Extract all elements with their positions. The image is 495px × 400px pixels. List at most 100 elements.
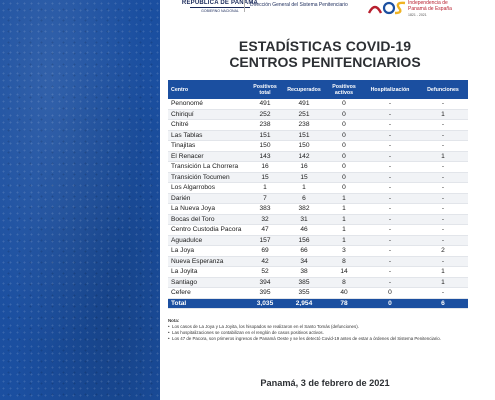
cell-positivos-total: 1 (263, 184, 267, 191)
cell-positivos-total: 157 (259, 236, 271, 244)
cell-centro: Los Algarrobos (171, 184, 215, 191)
cell-recuperados: 142 (298, 152, 310, 160)
cell-defunciones: - (441, 205, 445, 212)
department-name: Dirección General del Sistema Penitencia… (250, 2, 348, 8)
cell-positivos-total: 491 (259, 100, 271, 107)
table-total-row: Total 3,035 2,954 78 0 6 (168, 298, 468, 308)
cell-positivos-total: 151 (259, 131, 271, 139)
cell-recuperados: 385 (298, 278, 310, 286)
cell-positivos-activos: 1 (342, 194, 346, 202)
cell-hospitalizacion: - (388, 152, 392, 160)
header-positivos-total: Positivos total (248, 80, 282, 99)
table-row: Tinajitas 150 150 0 - - (168, 141, 468, 151)
cell-hospitalizacion: - (388, 226, 392, 233)
cell-defunciones: - (441, 289, 445, 296)
cell-defunciones: - (441, 184, 445, 191)
cell-positivos-activos: 0 (342, 163, 346, 170)
cell-centro: Aguadulce (171, 236, 203, 244)
cell-hospitalizacion: - (388, 142, 392, 149)
cell-centro: La Joyita (171, 268, 198, 275)
cell-defunciones: - (441, 194, 445, 202)
cell-defunciones: - (441, 100, 445, 107)
header-centro: Centro (171, 86, 189, 93)
cell-positivos-activos: 8 (342, 278, 346, 286)
note-item: Las hospitalizaciones se contabilizan en… (168, 330, 483, 336)
table-row: Centro Custodia Pacora 47 46 1 - - (168, 225, 468, 235)
government-logo: REPÚBLICA DE PANAMÁ GOBIERNO NACIONAL (170, 0, 270, 13)
cell-defunciones: - (441, 142, 445, 149)
cell-positivos-total: 52 (261, 268, 269, 275)
cell-defunciones: - (441, 173, 445, 181)
bicentennial-text: Independencia de Panamá de España 1821 -… (408, 0, 452, 18)
bicentennial-line2: Panamá de España (408, 6, 452, 12)
cell-hospitalizacion: - (388, 247, 392, 254)
cell-centro: Chitré (171, 121, 189, 128)
total-cell-positivos-total: 3,035 (248, 298, 282, 308)
cell-positivos-total: 252 (259, 110, 271, 118)
total-cell-defunciones: 6 (418, 298, 468, 308)
cell-hospitalizacion: - (388, 131, 392, 139)
cell-centro: Santiago (171, 278, 198, 286)
note-item: Los casos de La Joya y La Joyita, los hi… (168, 324, 483, 330)
cell-defunciones: 2 (441, 247, 445, 254)
cell-centro: Cefere (171, 289, 191, 296)
header-positivos-activos-line1: Positivos (332, 83, 356, 90)
cell-recuperados: 46 (300, 226, 308, 233)
cell-centro: La Joya (171, 247, 195, 254)
table-row: Penonomé 491 491 0 - - (168, 99, 468, 109)
cell-recuperados: 1 (302, 184, 306, 191)
cell-defunciones: - (441, 215, 445, 223)
cell-defunciones: - (441, 163, 445, 170)
cell-hospitalizacion: - (388, 236, 392, 244)
table-row: El Renacer 143 142 0 - 1 (168, 151, 468, 162)
cell-hospitalizacion: - (388, 205, 392, 212)
notes: Nota: Los casos de La Joya y La Joyita, … (168, 318, 483, 342)
cell-recuperados: 251 (298, 110, 310, 118)
cell-defunciones: - (441, 226, 445, 233)
report-panel: REPÚBLICA DE PANAMÁ GOBIERNO NACIONAL Di… (160, 0, 490, 400)
cell-centro: Transición La Chorrera (171, 163, 239, 170)
cell-positivos-total: 7 (263, 194, 267, 202)
cell-positivos-total: 395 (259, 289, 271, 296)
cell-positivos-total: 32 (261, 215, 269, 223)
bicentennial-years: 1821 - 2021 (408, 13, 427, 17)
header-hospitalizacion: Hospitalización (370, 86, 410, 93)
cell-recuperados: 491 (298, 100, 310, 107)
cell-centro: Centro Custodia Pacora (171, 226, 242, 233)
cell-hospitalizacion: 0 (388, 289, 392, 296)
cell-hospitalizacion: - (388, 194, 392, 202)
stats-table-wrapper: Centro Positivos total Recuperados Posit… (168, 80, 468, 309)
bicentennial-line1: Independencia de (408, 0, 448, 6)
page-subtitle: CENTROS PENITENCIARIOS (229, 54, 421, 70)
cell-positivos-activos: 14 (340, 268, 348, 275)
cell-positivos-activos: 0 (342, 100, 346, 107)
header-positivos-activos-line2: activos (334, 89, 354, 96)
cell-hospitalizacion: - (388, 278, 392, 286)
header-positivos-total-line2: total (259, 89, 271, 96)
total-cell-hospitalizacion: 0 (362, 298, 418, 308)
cell-positivos-activos: 40 (340, 289, 348, 296)
header: REPÚBLICA DE PANAMÁ GOBIERNO NACIONAL Di… (160, 0, 490, 20)
cell-positivos-total: 150 (259, 142, 271, 149)
cell-positivos-activos: 1 (342, 236, 346, 244)
table-row: Transición La Chorrera 16 16 0 - - (168, 162, 468, 172)
page-title: ESTADÍSTICAS COVID-19 (238, 38, 412, 54)
cell-hospitalizacion: - (388, 215, 392, 223)
cell-positivos-activos: 1 (342, 226, 346, 233)
cell-centro: Nueva Esperanza (171, 257, 224, 265)
table-row: Transición Tocumen 15 15 0 - - (168, 172, 468, 183)
cell-defunciones: 1 (441, 110, 445, 118)
table-row: Cefere 395 355 40 0 - (168, 288, 468, 298)
gov-name: REPÚBLICA DE PANAMÁ (181, 0, 259, 6)
cell-recuperados: 34 (300, 257, 308, 265)
cell-centro: Penonomé (171, 100, 203, 107)
cell-hospitalizacion: - (388, 100, 392, 107)
cell-recuperados: 150 (298, 142, 310, 149)
cell-recuperados: 16 (300, 163, 308, 170)
header-divider (244, 0, 245, 12)
total-cell-recuperados: 2,954 (282, 298, 326, 308)
cell-positivos-activos: 8 (342, 257, 346, 265)
decorative-blue-band (0, 0, 160, 400)
table-header-row: Centro Positivos total Recuperados Posit… (168, 80, 468, 99)
total-cell-positivos-activos: 78 (326, 298, 362, 308)
